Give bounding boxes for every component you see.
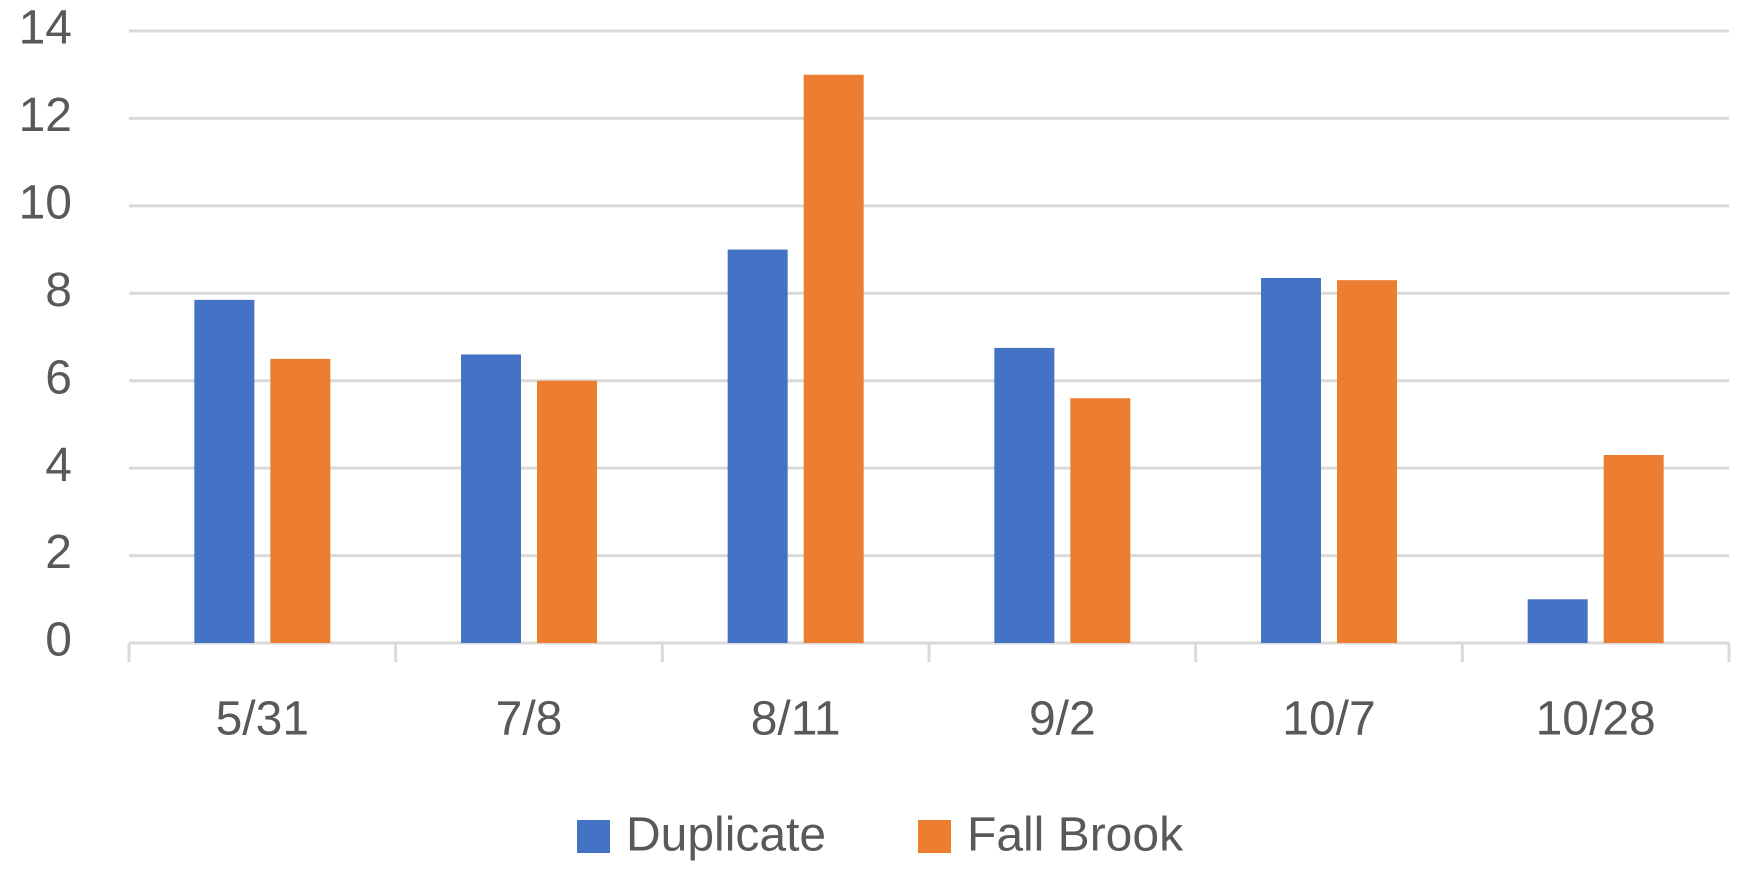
bar bbox=[1261, 277, 1321, 643]
x-tick-label: 8/11 bbox=[751, 693, 841, 746]
y-tick-label: 0 bbox=[45, 614, 72, 667]
y-tick-label: 10 bbox=[19, 177, 72, 230]
bar bbox=[194, 299, 255, 643]
x-tick-label: 5/31 bbox=[216, 693, 309, 746]
bar bbox=[1070, 398, 1131, 643]
bar bbox=[461, 354, 521, 643]
y-tick-label: 12 bbox=[19, 89, 72, 142]
legend-swatch bbox=[577, 820, 610, 853]
y-tick-label: 4 bbox=[45, 439, 72, 492]
bar bbox=[1337, 280, 1397, 643]
y-tick-label: 6 bbox=[45, 351, 72, 404]
x-tick-label: 7/8 bbox=[496, 693, 563, 746]
bar bbox=[727, 249, 788, 644]
bar bbox=[537, 380, 597, 643]
x-tick-label: 9/2 bbox=[1029, 693, 1096, 746]
bar bbox=[1603, 455, 1664, 643]
legend-swatch bbox=[918, 820, 951, 853]
x-tick-label: 10/7 bbox=[1282, 693, 1375, 746]
bar bbox=[1527, 599, 1588, 643]
x-tick-label: 10/28 bbox=[1536, 693, 1656, 746]
y-tick-label: 14 bbox=[19, 2, 72, 55]
bar bbox=[803, 74, 864, 643]
legend-label: Fall Brook bbox=[967, 809, 1184, 862]
legend-label: Duplicate bbox=[626, 809, 826, 862]
bar bbox=[270, 358, 331, 643]
bar bbox=[994, 347, 1055, 643]
y-tick-label: 8 bbox=[45, 264, 72, 317]
y-tick-label: 2 bbox=[45, 526, 72, 579]
